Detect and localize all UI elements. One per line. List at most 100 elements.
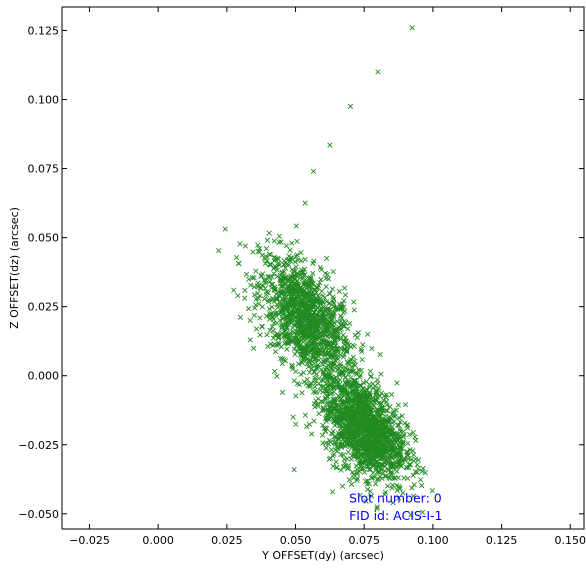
data-point [327,142,333,148]
data-point [378,390,385,396]
data-point [338,313,344,319]
data-point [279,270,285,277]
data-point [322,395,329,401]
data-point [302,200,308,206]
data-point [392,475,398,481]
data-point [332,326,338,332]
data-point [320,440,326,446]
data-point [390,435,396,441]
data-point [276,239,282,245]
data-point [333,464,339,471]
data-point [366,466,372,473]
x-tick-label: 0.075 [348,534,380,547]
data-point [380,471,386,477]
data-point [314,305,321,311]
data-point [253,296,259,302]
data-point [325,307,331,313]
data-point [304,423,310,430]
data-point [386,443,393,450]
data-point [295,329,301,335]
data-point [301,296,307,303]
data-point [351,451,357,458]
data-point [329,286,336,292]
data-point [348,441,354,447]
data-point [326,372,332,379]
data-point [374,394,380,400]
data-point [357,374,363,380]
data-point [326,437,333,444]
data-point [277,293,283,299]
x-tick-label: 0.000 [142,534,174,547]
data-point [365,331,371,337]
data-point [304,292,310,298]
data-point [409,485,415,491]
data-point [383,473,389,479]
data-point [354,400,360,407]
data-point [249,275,256,281]
data-point [287,277,293,283]
data-point [252,305,258,311]
data-point [320,304,327,311]
data-point [376,452,383,458]
data-point [363,438,369,444]
data-point [294,252,300,258]
data-point [399,413,405,419]
data-point [356,407,362,413]
data-point [300,354,307,361]
data-point [350,354,357,360]
data-point [261,277,267,283]
data-point [376,476,382,482]
data-point [349,364,355,370]
data-point [287,247,293,253]
y-tick-label: 0.100 [28,94,60,107]
data-point [284,346,290,352]
data-point [394,445,400,452]
data-point [369,345,375,352]
data-point [318,398,324,405]
data-point [323,338,329,345]
data-point [332,422,338,428]
data-point [296,294,302,300]
data-point [284,322,290,328]
data-point [314,332,320,339]
data-point [316,410,322,417]
data-point [383,408,389,414]
data-point [410,429,416,436]
data-point [276,334,282,341]
data-point [378,423,384,429]
y-tick-label: 0.050 [28,232,60,245]
data-point [303,380,309,387]
data-point [345,417,351,423]
data-point [386,466,392,473]
data-point [335,378,341,385]
data-point [283,243,289,249]
data-point [302,300,308,306]
data-point [382,460,388,466]
data-point [350,368,356,374]
data-point [342,388,349,395]
data-point [365,454,371,460]
data-point [294,283,301,289]
data-point [344,344,351,350]
data-point [291,378,297,384]
data-point [354,335,360,341]
data-point [291,309,297,315]
x-axis-ticks: −0.025 0.000 0.025 0.050 0.075 0.100 0.125 0.15… [69,7,586,547]
data-point [330,299,336,305]
data-point [251,312,257,319]
data-point [331,349,337,355]
data-point [335,356,341,362]
data-point [358,367,364,374]
data-point [324,306,330,312]
data-point [342,380,348,386]
data-point [404,449,410,455]
data-point [417,477,424,483]
data-point [334,318,341,325]
data-point [255,280,261,286]
data-point [306,421,313,428]
data-point [320,369,326,375]
data-point [382,413,389,419]
data-point [335,430,342,437]
data-point [324,255,330,261]
